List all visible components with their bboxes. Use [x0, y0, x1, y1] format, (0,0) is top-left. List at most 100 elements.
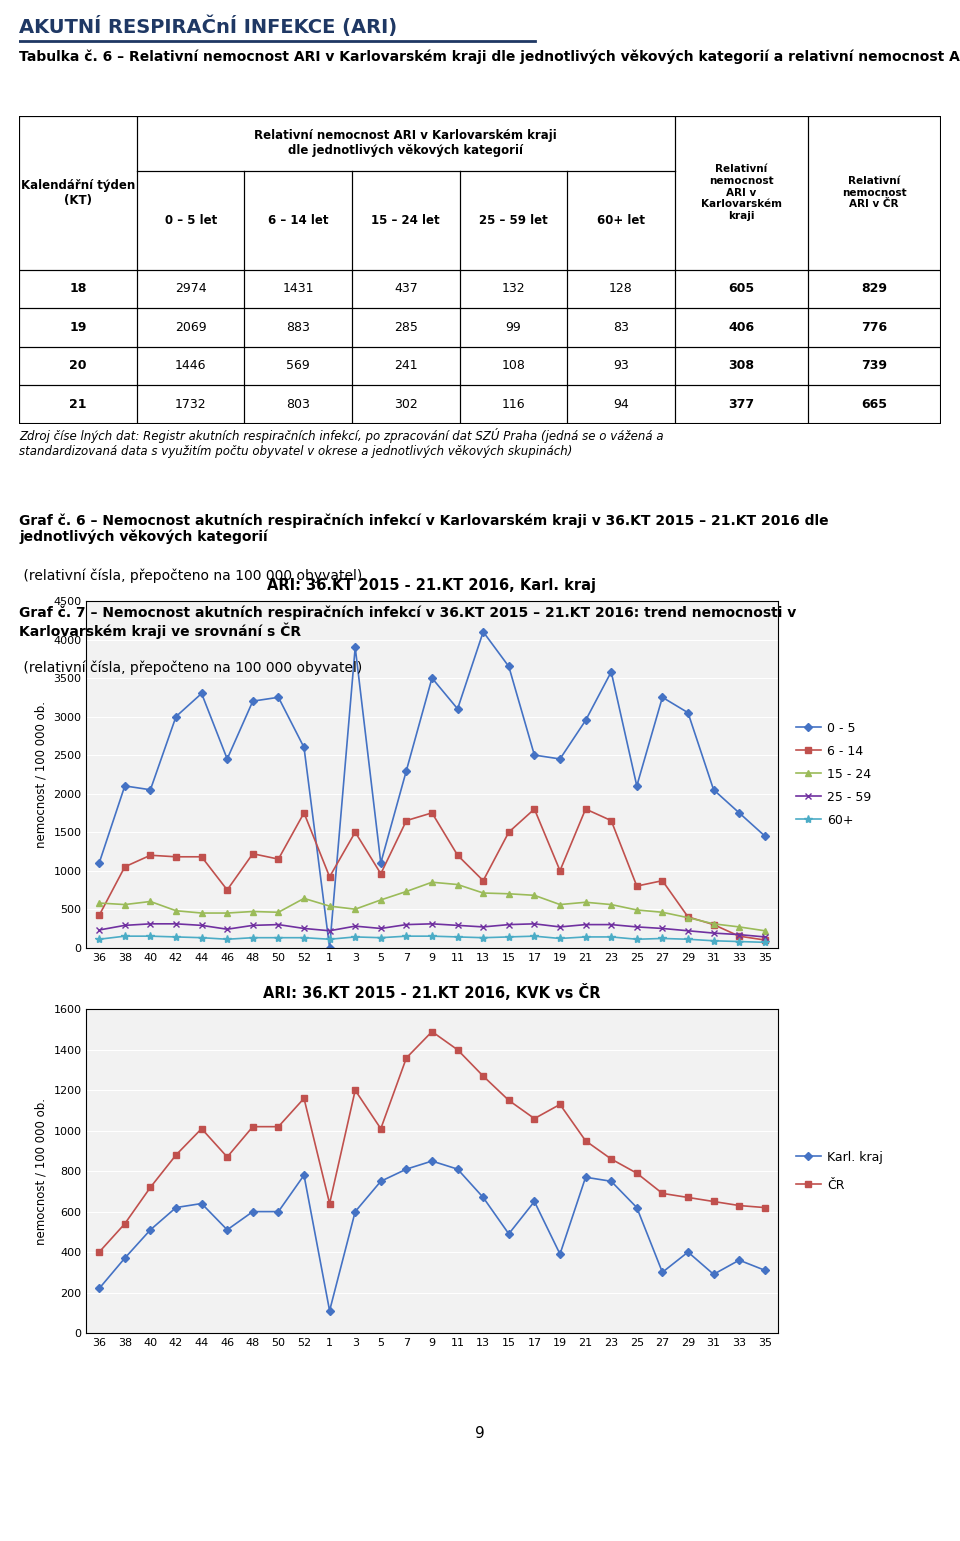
25 - 59: [119, 915, 131, 934]
ČR: [375, 1119, 387, 1137]
6 - 14: [657, 872, 668, 891]
Karl. kraj: [145, 1220, 156, 1239]
ČR: [452, 1040, 464, 1059]
Text: AKUTNÍ RESPIRAČnÍ INFEKCE (ARI): AKUTNÍ RESPIRAČnÍ INFEKCE (ARI): [19, 15, 397, 37]
Text: 99: 99: [505, 321, 521, 334]
ČR: [503, 1091, 515, 1110]
Text: (relativní čísla, přepočteno na 100 000 obyvatel): (relativní čísla, přepočteno na 100 000 …: [19, 661, 363, 675]
Karl. kraj: [554, 1245, 565, 1264]
25 - 59: [273, 915, 284, 934]
0 - 5: [554, 750, 565, 769]
15 - 24: [145, 892, 156, 911]
Text: 665: 665: [861, 398, 887, 411]
0 - 5: [324, 938, 335, 957]
6 - 14: [477, 872, 489, 891]
60+: [503, 928, 515, 946]
25 - 59: [196, 915, 207, 934]
0 - 5: [631, 777, 642, 795]
Karl. kraj: [349, 1202, 361, 1220]
Text: 605: 605: [728, 282, 755, 296]
ČR: [222, 1148, 233, 1167]
60+: [93, 931, 105, 949]
Text: 116: 116: [501, 398, 525, 411]
ČR: [657, 1183, 668, 1202]
25 - 59: [733, 925, 745, 943]
15 - 24: [580, 894, 591, 912]
25 - 59: [400, 915, 412, 934]
15 - 24: [426, 872, 438, 891]
15 - 24: [759, 922, 771, 940]
ČR: [273, 1117, 284, 1136]
Text: 25 – 59 let: 25 – 59 let: [479, 214, 547, 227]
60+: [683, 931, 694, 949]
Text: Relativní nemocnost ARI v Karlovarském kraji
dle jednotlivých věkových kategorií: Relativní nemocnost ARI v Karlovarském k…: [254, 129, 557, 157]
ČR: [247, 1117, 258, 1136]
Text: 6 – 14 let: 6 – 14 let: [268, 214, 328, 227]
ČR: [324, 1194, 335, 1213]
Text: 803: 803: [286, 398, 310, 411]
25 - 59: [324, 922, 335, 940]
25 - 59: [93, 922, 105, 940]
Text: 1732: 1732: [175, 398, 206, 411]
Text: 569: 569: [286, 359, 310, 373]
0 - 5: [247, 692, 258, 710]
Karl. kraj: [299, 1167, 310, 1185]
6 - 14: [683, 908, 694, 926]
Text: 9: 9: [475, 1425, 485, 1441]
Karl. kraj: [477, 1188, 489, 1207]
Text: 2974: 2974: [175, 282, 206, 296]
Text: 377: 377: [728, 398, 755, 411]
0 - 5: [683, 703, 694, 721]
Text: 93: 93: [612, 359, 629, 373]
Karl. kraj: [400, 1160, 412, 1179]
60+: [247, 928, 258, 946]
Line: Karl. kraj: Karl. kraj: [96, 1159, 768, 1313]
25 - 59: [375, 918, 387, 937]
Text: 437: 437: [394, 282, 418, 296]
Text: 0 – 5 let: 0 – 5 let: [164, 214, 217, 227]
Karl. kraj: [119, 1248, 131, 1267]
Karl. kraj: [606, 1173, 617, 1191]
60+: [529, 928, 540, 946]
ČR: [554, 1096, 565, 1114]
0 - 5: [657, 687, 668, 706]
15 - 24: [733, 918, 745, 937]
Text: 20: 20: [69, 359, 86, 373]
Karl. kraj: [324, 1302, 335, 1321]
60+: [170, 928, 181, 946]
0 - 5: [477, 623, 489, 641]
60+: [580, 928, 591, 946]
25 - 59: [759, 928, 771, 946]
Karl. kraj: [733, 1251, 745, 1270]
ČR: [196, 1119, 207, 1137]
25 - 59: [529, 915, 540, 934]
25 - 59: [349, 917, 361, 935]
15 - 24: [631, 900, 642, 918]
6 - 14: [299, 804, 310, 823]
Title: ARI: 36.KT 2015 - 21.KT 2016, Karl. kraj: ARI: 36.KT 2015 - 21.KT 2016, Karl. kraj: [268, 578, 596, 593]
15 - 24: [452, 875, 464, 894]
ČR: [606, 1150, 617, 1168]
Karl. kraj: [247, 1202, 258, 1220]
25 - 59: [170, 915, 181, 934]
Karl. kraj: [93, 1279, 105, 1298]
6 - 14: [400, 811, 412, 829]
Karl. kraj: [196, 1194, 207, 1213]
Text: 128: 128: [609, 282, 633, 296]
0 - 5: [529, 746, 540, 764]
6 - 14: [349, 823, 361, 841]
ČR: [580, 1131, 591, 1150]
15 - 24: [170, 901, 181, 920]
60+: [196, 928, 207, 946]
15 - 24: [708, 915, 719, 934]
ČR: [349, 1082, 361, 1100]
25 - 59: [503, 915, 515, 934]
ČR: [529, 1110, 540, 1128]
60+: [324, 931, 335, 949]
0 - 5: [606, 663, 617, 681]
Text: 406: 406: [728, 321, 755, 334]
15 - 24: [273, 903, 284, 922]
6 - 14: [222, 881, 233, 900]
Text: 1446: 1446: [175, 359, 206, 373]
25 - 59: [554, 918, 565, 937]
